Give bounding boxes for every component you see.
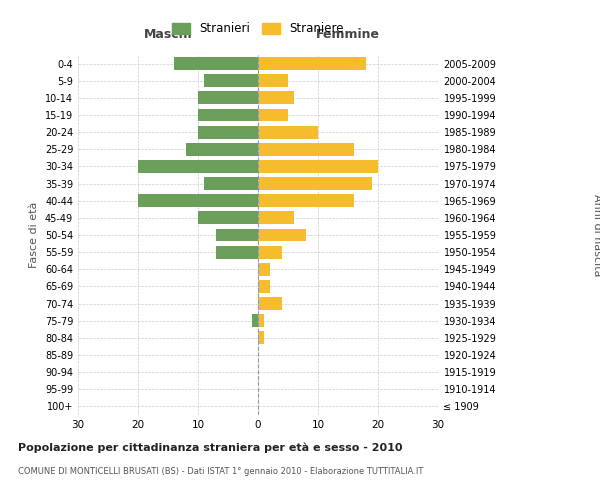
Text: COMUNE DI MONTICELLI BRUSATI (BS) - Dati ISTAT 1° gennaio 2010 - Elaborazione TU: COMUNE DI MONTICELLI BRUSATI (BS) - Dati…	[18, 468, 424, 476]
Bar	[138, 194, 258, 207]
Bar	[258, 92, 294, 104]
Bar	[252, 314, 258, 327]
Bar	[198, 126, 258, 138]
Bar	[258, 177, 372, 190]
Bar	[138, 160, 258, 173]
Bar	[198, 92, 258, 104]
Bar	[258, 332, 264, 344]
Text: Anni di nascita: Anni di nascita	[592, 194, 600, 276]
Bar	[258, 280, 270, 293]
Bar	[258, 212, 294, 224]
Text: Maschi: Maschi	[143, 28, 193, 42]
Y-axis label: Fasce di età: Fasce di età	[29, 202, 39, 268]
Bar	[258, 263, 270, 276]
Bar	[258, 143, 354, 156]
Bar	[258, 160, 378, 173]
Bar	[198, 108, 258, 122]
Bar	[216, 228, 258, 241]
Bar	[258, 314, 264, 327]
Text: Femmine: Femmine	[316, 28, 380, 42]
Legend: Stranieri, Straniere: Stranieri, Straniere	[167, 18, 349, 40]
Bar	[258, 228, 306, 241]
Bar	[258, 246, 282, 258]
Bar	[258, 297, 282, 310]
Bar	[258, 194, 354, 207]
Bar	[258, 126, 318, 138]
Bar	[186, 143, 258, 156]
Bar	[204, 74, 258, 87]
Bar	[258, 57, 366, 70]
Bar	[204, 177, 258, 190]
Bar	[174, 57, 258, 70]
Bar	[216, 246, 258, 258]
Bar	[198, 212, 258, 224]
Bar	[258, 74, 288, 87]
Text: Popolazione per cittadinanza straniera per età e sesso - 2010: Popolazione per cittadinanza straniera p…	[18, 442, 403, 453]
Bar	[258, 108, 288, 122]
